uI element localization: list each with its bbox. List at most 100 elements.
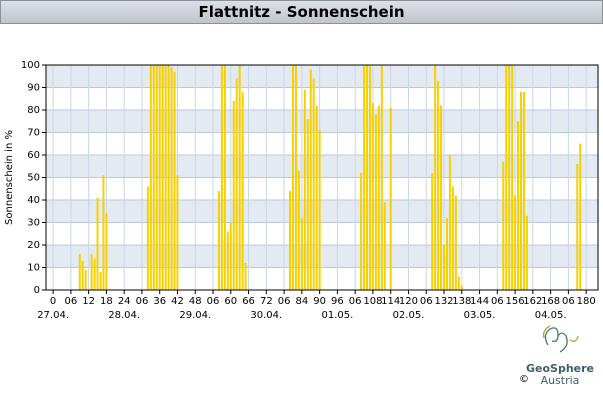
bar [318,130,321,290]
bar [93,258,96,290]
copyright: © [519,374,529,385]
bar [371,103,374,290]
x-tick-label: 06 [136,296,149,307]
x-tick-label: 36 [153,296,166,307]
bar [226,231,229,290]
bar [170,67,173,290]
x-date-label: 30.04. [250,310,282,321]
bar [155,65,158,290]
bar [303,89,306,290]
x-date-label: 29.04. [179,310,211,321]
x-tick-label: 168 [541,296,560,307]
bar [514,195,517,290]
bar [102,175,105,290]
x-tick-label: 06 [562,296,575,307]
x-tick-label: 06 [349,296,362,307]
y-tick-label: 0 [34,285,40,296]
x-tick-label: 162 [523,296,542,307]
x-date-label: 04.05. [535,310,567,321]
x-tick-label: 24 [118,296,131,307]
bar [81,260,84,290]
x-tick-label: 0 [50,296,56,307]
bar [297,170,300,290]
bar [454,195,457,290]
x-date-label: 28.04. [108,310,140,321]
band [46,65,598,88]
bar [389,107,392,290]
x-date-label: 02.05. [393,310,425,321]
bar [306,119,309,290]
bar [232,101,235,290]
bar [289,191,292,290]
bar [505,65,508,290]
bar [217,191,220,290]
x-tick-label: 144 [470,296,489,307]
x-tick-label: 132 [434,296,453,307]
x-date-label: 03.05. [464,310,496,321]
brand: GeoSphere [526,362,594,375]
bar [431,173,434,290]
band [46,110,598,133]
y-tick-label: 20 [27,240,40,251]
x-tick-label: 84 [295,296,308,307]
bar [149,65,152,290]
bar [99,272,102,290]
bar [502,161,505,290]
bar [241,92,244,290]
x-tick-label: 114 [381,296,400,307]
bar [363,65,366,290]
x-date-label: 01.05. [321,310,353,321]
bar [164,65,167,290]
bar [437,80,440,290]
x-tick-label: 12 [82,296,95,307]
bar [309,69,312,290]
bar [294,65,297,290]
x-tick-label: 180 [577,296,596,307]
bar [579,143,582,290]
x-tick-label: 96 [331,296,344,307]
bar [451,186,454,290]
x-tick-label: 108 [363,296,382,307]
bar [522,92,525,290]
bar [440,105,443,290]
x-tick-label: 66 [242,296,255,307]
bar [576,164,579,290]
x-tick-label: 06 [491,296,504,307]
x-tick-label: 06 [207,296,220,307]
bar [161,65,164,290]
y-tick-label: 100 [21,60,40,71]
bar [96,197,99,290]
bar [235,78,238,290]
bar [173,71,176,290]
bar [383,202,386,290]
x-tick-label: 138 [452,296,471,307]
bar [380,65,383,290]
y-tick-label: 90 [27,83,40,94]
bar [291,65,294,290]
bar [220,65,223,290]
bar [244,263,247,290]
band [46,155,598,178]
x-date-label: 27.04. [37,310,69,321]
brand-sub: Austria [541,374,580,387]
x-tick-label: 06 [65,296,78,307]
bar [368,65,371,290]
y-tick-label: 10 [27,263,40,274]
x-tick-label: 90 [313,296,326,307]
y-tick-label: 80 [27,105,40,116]
bar [78,254,81,290]
bar [223,65,226,290]
y-tick-label: 30 [27,218,40,229]
bar [448,155,451,290]
bar [457,276,460,290]
bar [434,65,437,290]
bar [167,65,170,290]
bar [517,121,520,290]
bar [158,65,161,290]
bar [443,245,446,290]
x-tick-label: 06 [420,296,433,307]
band [46,200,598,223]
bar [315,105,318,290]
